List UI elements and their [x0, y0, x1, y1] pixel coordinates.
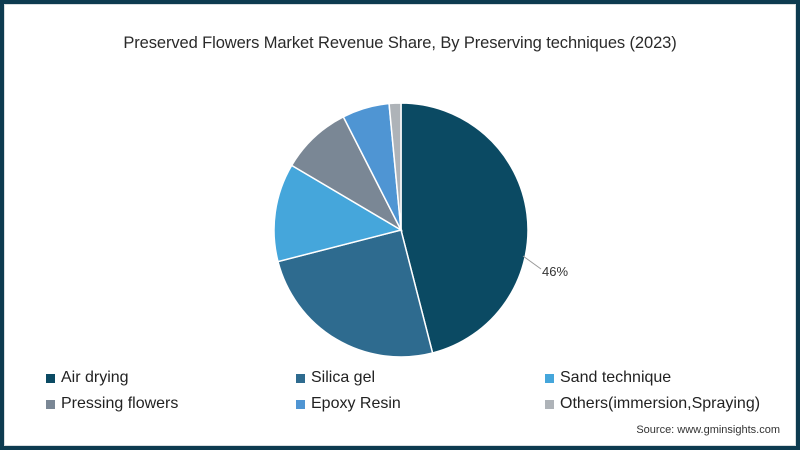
legend-swatch-icon	[296, 373, 305, 383]
label-leader-line	[522, 255, 542, 270]
pie-slice-sand-technique[interactable]	[273, 164, 403, 263]
source-note: Source: www.gminsights.com	[636, 424, 780, 436]
pie-slice-air-drying[interactable]	[400, 102, 529, 354]
legend-item-pressing-flowers[interactable]: Pressing flowers	[46, 395, 178, 413]
legend-item-sand-technique[interactable]: Sand technique	[545, 369, 671, 387]
legend-swatch-icon	[46, 373, 55, 383]
legend-swatch-icon	[46, 399, 55, 409]
chart-title: Preserved Flowers Market Revenue Share, …	[123, 34, 677, 52]
pie-slice-others-immersion-spraying[interactable]	[388, 102, 402, 231]
legend-item-epoxy-resin[interactable]: Epoxy Resin	[296, 395, 401, 413]
legend-item-others[interactable]: Others(immersion,Spraying)	[545, 395, 760, 413]
legend-item-silica-gel[interactable]: Silica gel	[296, 369, 375, 387]
legend-label: Air drying	[61, 369, 129, 386]
legend-item-air-drying[interactable]: Air drying	[46, 369, 129, 387]
legend-label: Pressing flowers	[61, 395, 179, 412]
legend-label: Sand technique	[560, 369, 672, 386]
legend-swatch-icon	[545, 399, 554, 409]
legend-label: Silica gel	[311, 369, 376, 386]
legend-label: Epoxy Resin	[311, 395, 401, 412]
legend-swatch-icon	[296, 399, 305, 409]
pie-slices	[273, 102, 529, 358]
legend-swatch-icon	[545, 373, 554, 383]
legend-label: Others(immersion,Spraying)	[560, 395, 761, 412]
pie-slice-silica-gel[interactable]	[277, 229, 434, 358]
air-drying-pct-label: 46%	[542, 264, 568, 279]
